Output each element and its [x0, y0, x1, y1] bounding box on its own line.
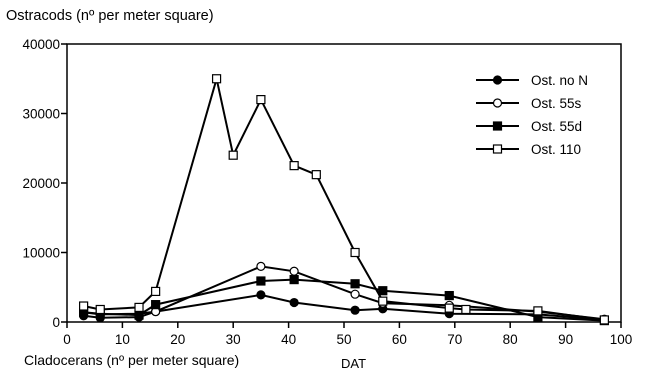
x-tick-label: 60 — [392, 332, 407, 347]
x-tick-label: 10 — [115, 332, 130, 347]
legend-marker-1 — [492, 75, 503, 85]
series-1-point — [256, 290, 266, 300]
legend-marker-2 — [492, 98, 503, 108]
series-1-point — [289, 297, 299, 308]
series-4-point — [256, 94, 266, 105]
y-tick-label: 10000 — [22, 246, 60, 261]
x-tick-label: 50 — [336, 332, 351, 347]
x-tick-label: 30 — [226, 332, 241, 347]
series-4-point — [311, 170, 321, 180]
series-4-point — [228, 150, 238, 160]
series-3-point — [378, 286, 388, 296]
chart-title: Ostracods (nº per meter square) — [6, 8, 214, 24]
y-tick-label: 20000 — [22, 176, 60, 191]
series-4-point — [599, 315, 609, 325]
series-4-point — [444, 303, 454, 313]
series-4-point — [211, 74, 222, 84]
series-1-point — [350, 305, 360, 315]
legend-label-2: Ost. 55s — [531, 96, 582, 111]
series-4-point — [79, 301, 89, 311]
y-tick-label: 40000 — [22, 37, 60, 52]
series-line-1 — [83, 293, 605, 321]
series-4-point — [461, 304, 471, 315]
series-4-point — [533, 306, 543, 316]
series-2-point — [289, 266, 299, 276]
y-tick-label: 30000 — [22, 107, 60, 122]
bottom-caption: Cladocerans (nº per meter square) — [24, 352, 240, 368]
series-2-point — [256, 261, 266, 271]
x-tick-label: 40 — [281, 332, 296, 347]
x-tick-label: 80 — [503, 332, 518, 347]
x-axis-label: DAT — [341, 356, 367, 371]
series-4-point — [289, 161, 299, 171]
legend-label-1: Ost. no N — [531, 73, 588, 88]
legend-label-3: Ost. 55d — [531, 119, 582, 134]
series-3-point — [289, 275, 299, 285]
y-tick-label: 0 — [52, 315, 60, 330]
series-4-point — [95, 304, 105, 315]
series-3-point — [444, 290, 454, 301]
x-tick-label: 100 — [610, 332, 633, 347]
legend-label-4: Ost. 110 — [531, 142, 581, 157]
series-4-point — [378, 296, 388, 306]
series-4-point — [134, 302, 144, 313]
series-line-3 — [83, 278, 605, 322]
series-3-point — [151, 300, 161, 310]
legend-marker-4 — [492, 144, 503, 154]
series-4-point — [350, 247, 360, 258]
series-3-point — [134, 310, 144, 320]
legend-marker-3 — [492, 121, 503, 131]
x-tick-label: 70 — [447, 332, 462, 347]
series-2-point — [350, 289, 360, 299]
series-4-point — [151, 286, 161, 297]
x-tick-label: 90 — [558, 332, 573, 347]
series-3-point — [350, 279, 360, 289]
x-tick-label: 0 — [63, 332, 71, 347]
x-tick-label: 20 — [170, 332, 185, 347]
series-3-point — [256, 276, 266, 286]
